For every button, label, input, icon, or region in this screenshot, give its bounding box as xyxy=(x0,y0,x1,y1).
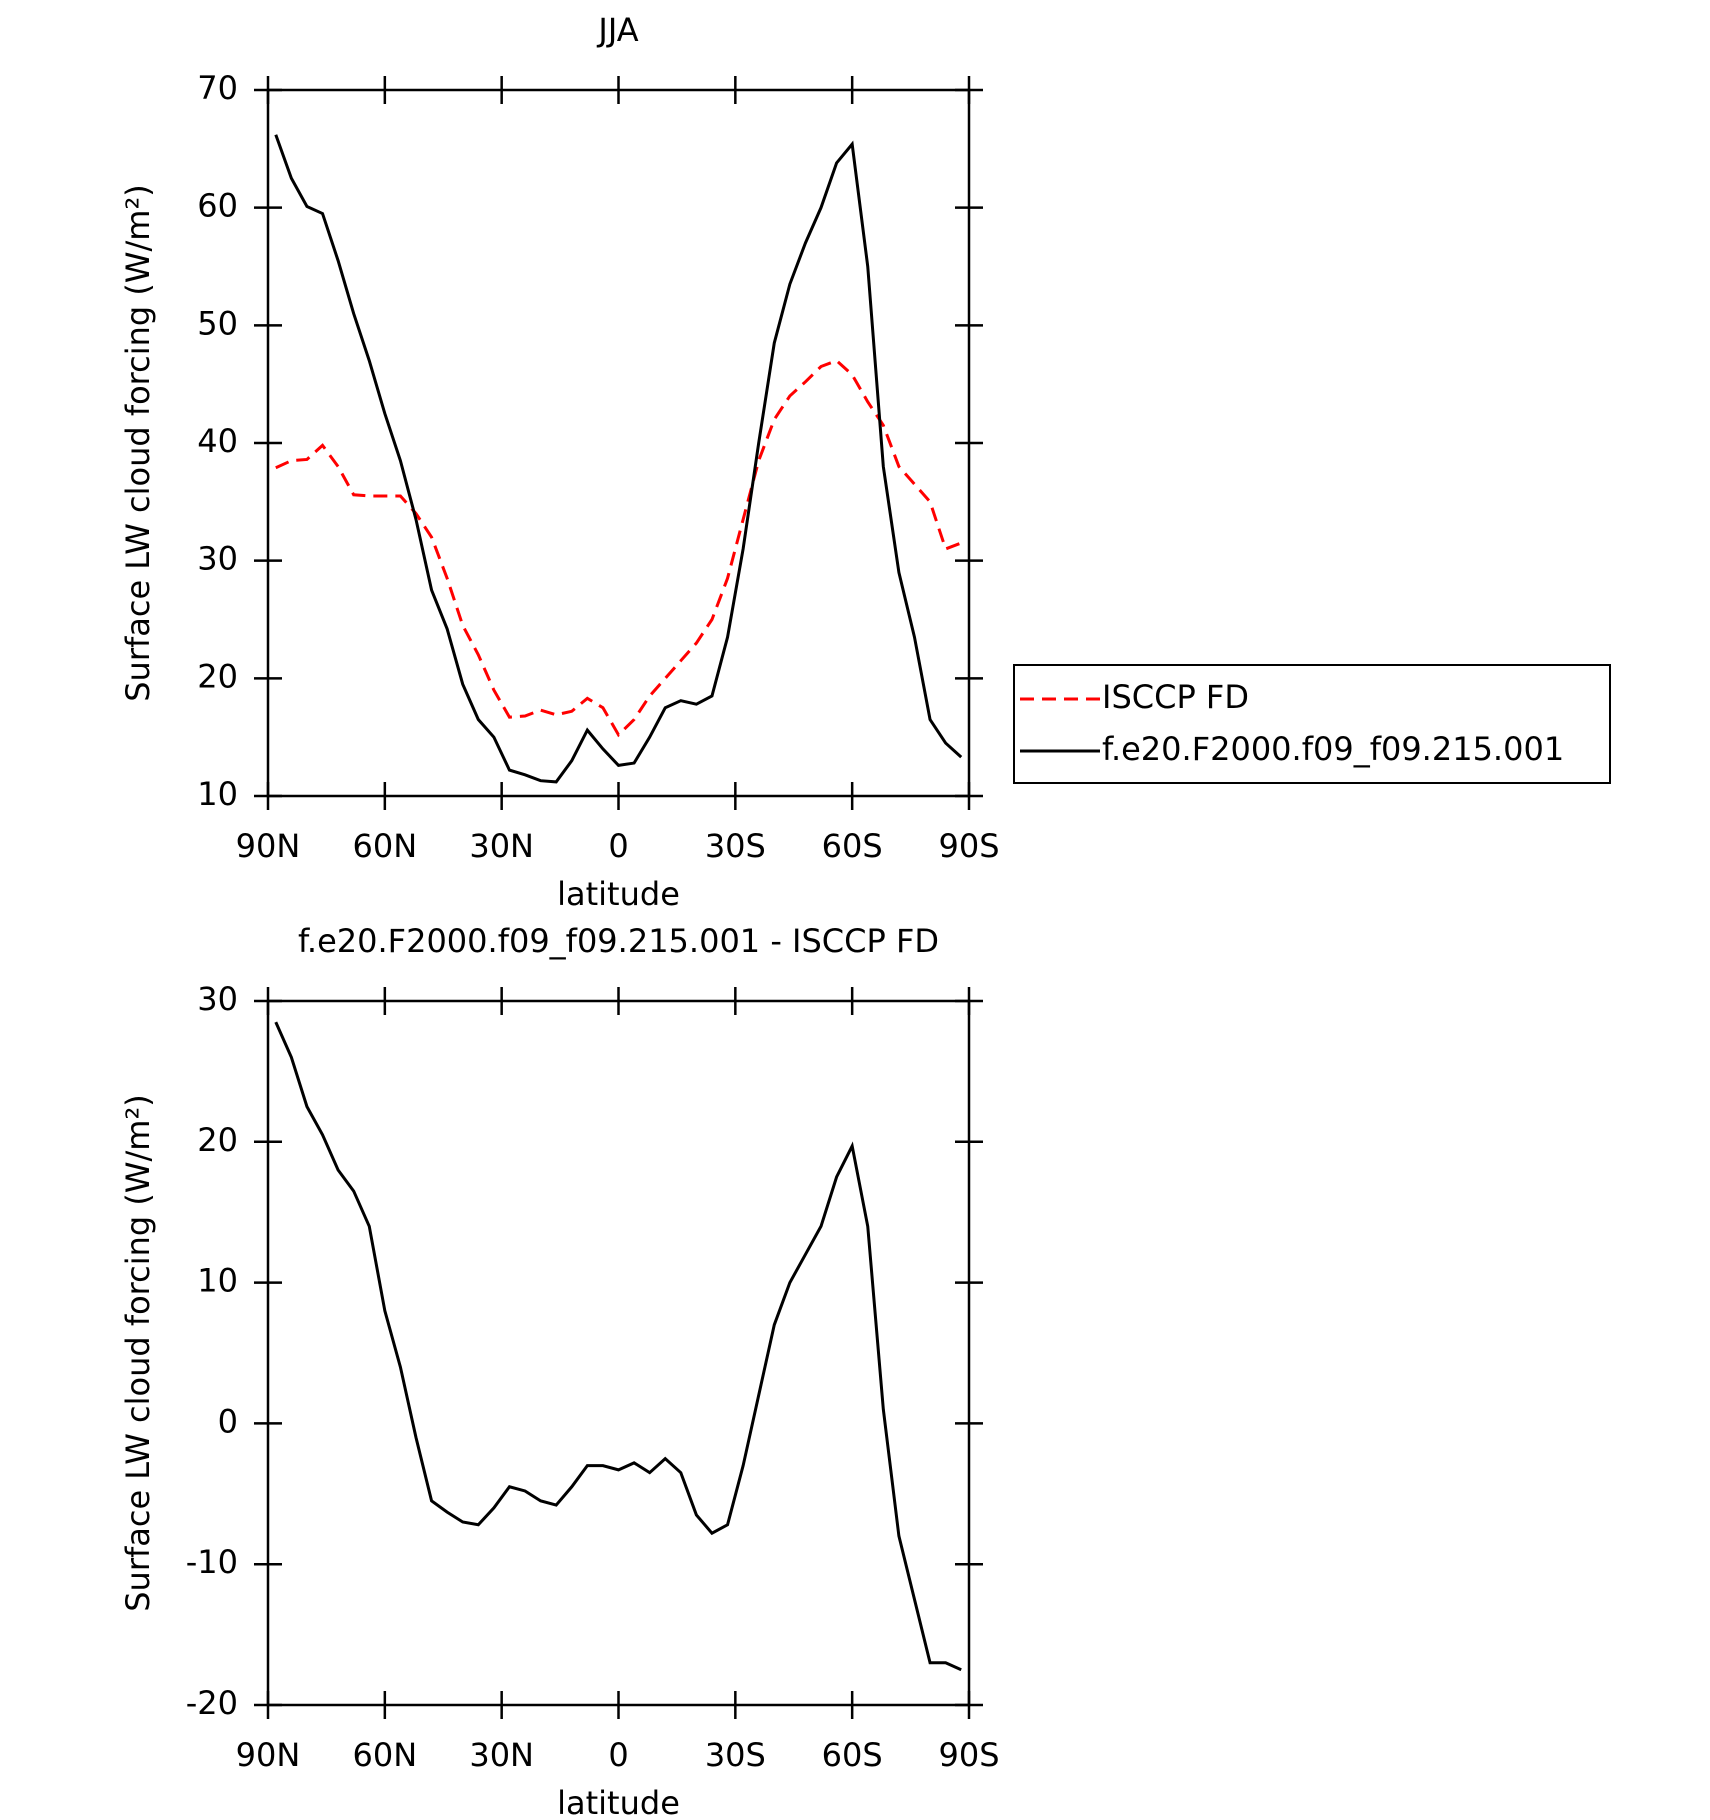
x-tick-label: 90N xyxy=(236,827,301,865)
y-tick-label: 20 xyxy=(197,657,238,695)
y-tick-label: 30 xyxy=(197,540,238,578)
chart-title: JJA xyxy=(596,11,638,49)
x-tick-label: 30N xyxy=(469,827,534,865)
x-tick-label: 60S xyxy=(822,1736,883,1774)
plot-frame xyxy=(266,88,971,798)
y-axis-label: Surface LW cloud forcing (W/m²) xyxy=(119,184,157,702)
chart-title: f.e20.F2000.f09_f09.215.001 - ISCCP FD xyxy=(298,922,939,960)
y-tick-label: 20 xyxy=(197,1121,238,1159)
plot-frame xyxy=(266,999,971,1707)
legend-box xyxy=(1013,664,1611,784)
data-line xyxy=(274,1021,962,1672)
x-tick-label: 30S xyxy=(705,1736,766,1774)
y-tick-label: 50 xyxy=(197,304,238,342)
legend-label: f.e20.F2000.f09_f09.215.001 xyxy=(1102,730,1564,768)
x-tick-label: 0 xyxy=(608,1736,628,1774)
y-tick-label: 60 xyxy=(197,187,238,225)
y-axis-label: Surface LW cloud forcing (W/m²) xyxy=(119,1094,157,1612)
y-tick-label: 40 xyxy=(197,422,238,460)
x-tick-label: 0 xyxy=(608,827,628,865)
x-axis-label: latitude xyxy=(557,1784,680,1816)
x-tick-label: 90S xyxy=(938,827,999,865)
y-tick-label: -10 xyxy=(186,1543,238,1581)
data-line xyxy=(275,358,962,738)
y-tick-label: 10 xyxy=(197,1262,238,1300)
x-tick-label: 30N xyxy=(469,1736,534,1774)
y-tick-label: 0 xyxy=(218,1402,238,1440)
y-tick-label: 70 xyxy=(197,69,238,107)
x-tick-label: 60N xyxy=(353,827,418,865)
data-line xyxy=(274,134,963,784)
legend-label: ISCCP FD xyxy=(1102,678,1249,716)
y-tick-label: 30 xyxy=(197,980,238,1018)
y-tick-label: 10 xyxy=(197,775,238,813)
x-axis-label: latitude xyxy=(557,875,680,913)
y-tick-label: -20 xyxy=(186,1684,238,1722)
x-tick-label: 90S xyxy=(938,1736,999,1774)
x-tick-label: 30S xyxy=(705,827,766,865)
x-tick-label: 60S xyxy=(822,827,883,865)
x-tick-label: 90N xyxy=(236,1736,301,1774)
x-tick-label: 60N xyxy=(353,1736,418,1774)
